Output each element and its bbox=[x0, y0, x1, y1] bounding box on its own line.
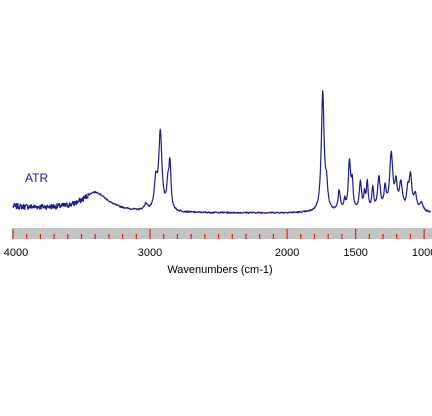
x-tick-label-4000: 4000 bbox=[4, 247, 28, 259]
x-tick-label-1000: 1000 bbox=[412, 247, 432, 259]
x-tick-label-1500: 1500 bbox=[343, 247, 367, 259]
minor-ticks bbox=[12, 229, 425, 239]
series-line-atr bbox=[12, 90, 431, 214]
x-axis-bar bbox=[12, 228, 432, 239]
x-tick-label-3000: 3000 bbox=[138, 247, 162, 259]
x-tick-label-2000: 2000 bbox=[275, 247, 299, 259]
tick-labels: 4000 3000 2000 1500 1000 bbox=[4, 247, 432, 259]
series-label-atr: ATR bbox=[25, 171, 48, 185]
series-layer bbox=[12, 90, 431, 214]
x-axis-title: Wavenumbers (cm-1) bbox=[167, 264, 272, 276]
